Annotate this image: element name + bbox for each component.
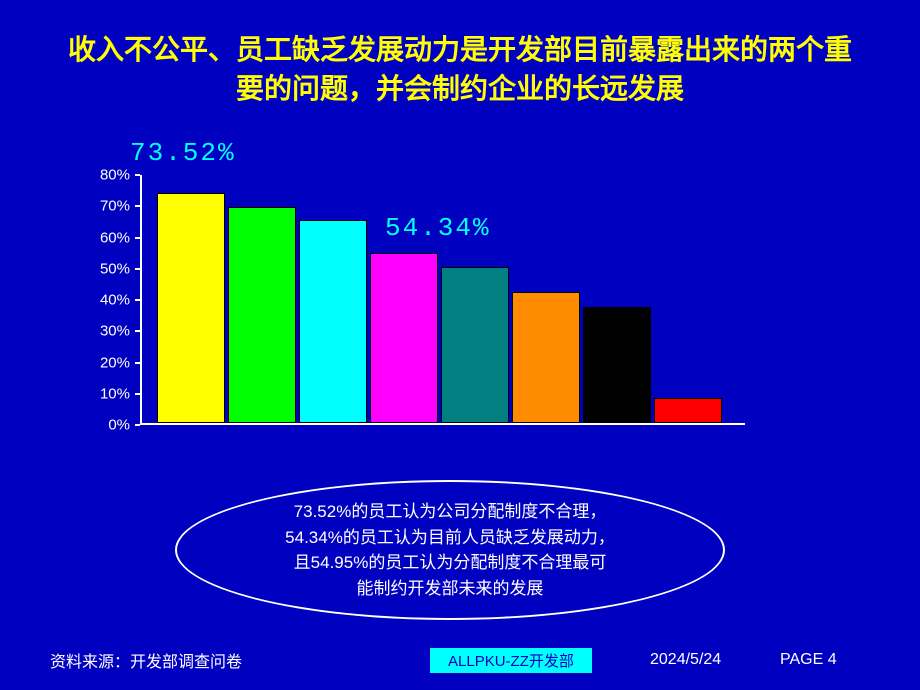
bar	[441, 267, 509, 423]
annotation-ellipse: 73.52%的员工认为公司分配制度不合理， 54.34%的员工认为目前人员缺乏发…	[175, 480, 725, 620]
bar	[157, 193, 225, 423]
footer-badge: ALLPKU-ZZ开发部	[430, 648, 592, 673]
slide-title: 收入不公平、员工缺乏发展动力是开发部目前暴露出来的两个重要的问题，并会制约企业的…	[0, 0, 920, 118]
y-tick-label: 60%	[100, 229, 130, 246]
plot-area	[140, 175, 745, 425]
bar	[228, 207, 296, 423]
annotation-line3: 且54.95%的员工认为分配制度不合理最可	[294, 553, 607, 572]
data-label-1: 73.52%	[130, 138, 236, 168]
bar	[512, 292, 580, 423]
annotation-line1: 73.52%的员工认为公司分配制度不合理，	[294, 502, 607, 521]
y-tick-label: 70%	[100, 198, 130, 215]
y-tick-label: 40%	[100, 292, 130, 309]
bar	[654, 398, 722, 423]
footer-date: 2024/5/24	[650, 651, 721, 669]
footer: 资料来源：开发部调查问卷 ALLPKU-ZZ开发部 2024/5/24 PAGE…	[0, 648, 920, 672]
annotation-line4: 能制约开发部未来的发展	[357, 579, 544, 598]
y-tick-label: 50%	[100, 260, 130, 277]
bars-container	[142, 175, 745, 423]
y-tick-label: 20%	[100, 354, 130, 371]
y-tick-label: 80%	[100, 167, 130, 184]
bar	[583, 307, 651, 423]
footer-page: PAGE 4	[780, 651, 837, 669]
footer-source: 资料来源：开发部调查问卷	[50, 648, 242, 672]
bar-chart: 0% 10% 20% 30% 40% 50% 60% 70% 80%	[90, 165, 745, 445]
annotation-line2: 54.34%的员工认为目前人员缺乏发展动力，	[285, 528, 615, 547]
y-tick-label: 0%	[108, 417, 130, 434]
bar	[370, 253, 438, 423]
y-tick-label: 30%	[100, 323, 130, 340]
y-tick-label: 10%	[100, 385, 130, 402]
y-axis: 0%10%20%30%40%50%60%70%80%	[90, 175, 135, 425]
bar	[299, 220, 367, 423]
annotation-text: 73.52%的员工认为公司分配制度不合理， 54.34%的员工认为目前人员缺乏发…	[175, 499, 725, 601]
